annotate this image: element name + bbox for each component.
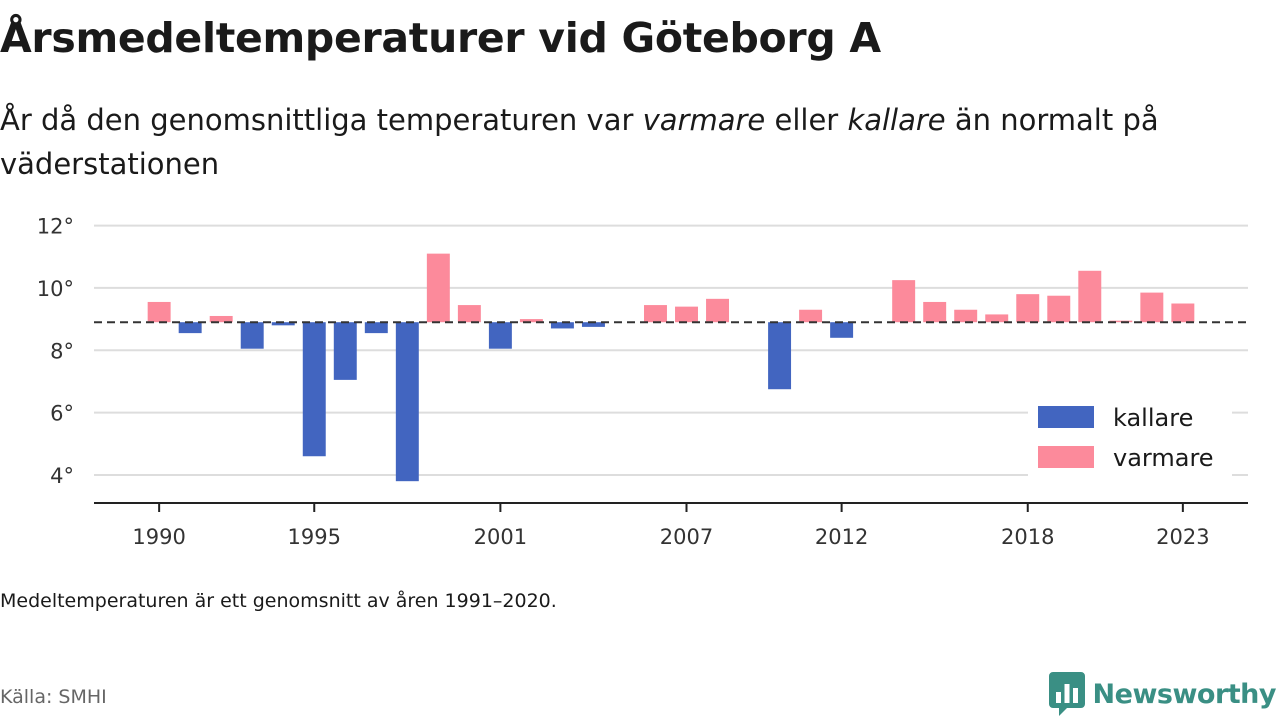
bar-1995 — [302, 322, 326, 457]
bar-2022 — [1140, 292, 1164, 323]
bar-2006 — [644, 305, 667, 323]
temperature-bar-chart: 4° 6° 8° 10° 12° 1990 1995 2001 2007 2012 2018 202… — [37, 215, 1248, 549]
footnote: Medeltemperaturen är ett genomsnitt av å… — [0, 590, 557, 612]
x-axis-ticks: 1990 1995 2001 2007 2012 2018 2023 — [132, 503, 1210, 549]
bar-2016 — [954, 309, 978, 323]
subtitle-keyword-colder: kallare — [847, 103, 946, 137]
bar-1998 — [395, 322, 419, 482]
bar-2004 — [581, 322, 605, 327]
x-tick-label: 2012 — [815, 525, 868, 549]
x-tick-label: 1995 — [288, 525, 341, 549]
x-tick-label: 2018 — [1001, 525, 1054, 549]
subtitle-text-start: År då den genomsnittliga temperaturen va… — [0, 103, 643, 137]
bar-2019 — [1047, 295, 1071, 323]
bar-2014 — [892, 280, 916, 323]
subtitle-keyword-warmer: varmare — [642, 103, 766, 137]
newsworthy-logo-icon — [1048, 672, 1085, 716]
bar-2010 — [768, 322, 792, 390]
bar-2008 — [706, 298, 730, 323]
source-credit: Källa: SMHI — [0, 686, 107, 708]
bar-1997 — [364, 322, 388, 334]
subtitle-text-end: än normalt på väderstationen — [0, 103, 1159, 181]
bar-1991 — [178, 322, 202, 334]
bar-1994 — [271, 322, 295, 326]
bars — [147, 253, 1195, 482]
bar-1992 — [209, 315, 233, 323]
bar-2015 — [923, 301, 947, 323]
y-tick-label: 10° — [37, 277, 74, 301]
legend-swatch-kallare — [1038, 406, 1094, 428]
bar-2003 — [550, 322, 574, 329]
bar-2018 — [1016, 294, 1040, 323]
bar-2020 — [1078, 270, 1102, 323]
y-tick-label: 4° — [50, 464, 74, 488]
x-tick-label: 2007 — [660, 525, 713, 549]
bar-1993 — [240, 322, 264, 349]
bar-2002 — [519, 319, 543, 323]
legend: kallare varmare — [1028, 394, 1232, 486]
bar-2012 — [830, 322, 854, 338]
y-tick-label: 8° — [50, 339, 74, 363]
legend-swatch-varmare — [1038, 446, 1094, 468]
legend-label-kallare: kallare — [1113, 404, 1193, 432]
x-tick-label: 2023 — [1156, 525, 1209, 549]
newsworthy-logo: Newsworthy — [1048, 672, 1277, 716]
bar-1990 — [147, 301, 171, 323]
bar-2023 — [1171, 303, 1195, 323]
y-tick-label: 6° — [50, 402, 74, 426]
bar-2021 — [1109, 320, 1133, 323]
subtitle-text-middle: eller — [765, 103, 848, 137]
x-tick-label: 2001 — [474, 525, 527, 549]
chart-title: Årsmedeltemperaturer vid Göteborg A — [0, 14, 881, 62]
chart-subtitle: År då den genomsnittliga temperaturen va… — [0, 98, 1270, 186]
y-axis-ticks: 4° 6° 8° 10° 12° — [37, 215, 74, 488]
brand-name: Newsworthy — [1092, 678, 1277, 710]
bar-2000 — [457, 305, 481, 323]
bar-1996 — [333, 322, 357, 380]
bar-2011 — [799, 309, 823, 323]
bar-1999 — [426, 253, 450, 323]
bar-2007 — [675, 306, 698, 323]
bar-2001 — [488, 322, 512, 349]
legend-label-varmare: varmare — [1113, 444, 1214, 472]
bar-2017 — [985, 314, 1009, 323]
y-tick-label: 12° — [37, 215, 74, 239]
x-tick-label: 1990 — [132, 525, 185, 549]
